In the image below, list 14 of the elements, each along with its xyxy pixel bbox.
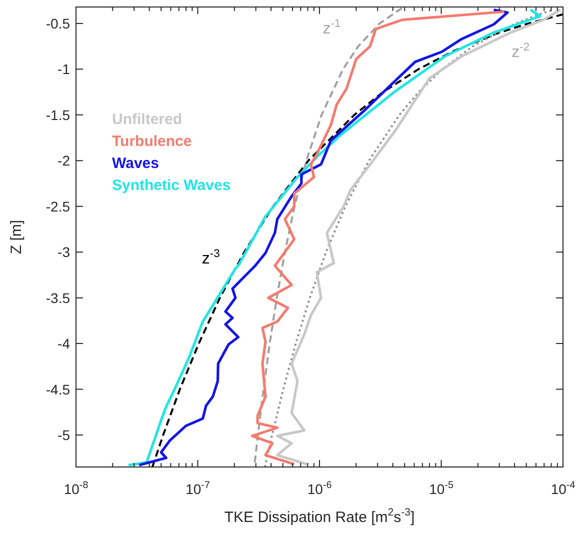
y-axis-title: Z [m] (8, 220, 25, 254)
text: Turbulence (112, 133, 192, 150)
y-tick-label: -5 (58, 426, 70, 443)
y-tick-label: -2.5 (46, 198, 70, 214)
text: Waves (112, 155, 159, 172)
y-tick-label: -0.5 (46, 15, 70, 32)
y-tick-label: -3 (58, 244, 70, 260)
y-tick-label: -2 (58, 152, 70, 169)
y-tick-label: -1.5 (46, 106, 70, 123)
y-tick-label: -4.5 (46, 381, 70, 398)
y-tick-label: -4 (58, 336, 70, 352)
y-tick-label: -3.5 (46, 290, 70, 306)
text: Synthetic Waves (112, 177, 231, 194)
y-tick-label: -1 (58, 61, 70, 78)
